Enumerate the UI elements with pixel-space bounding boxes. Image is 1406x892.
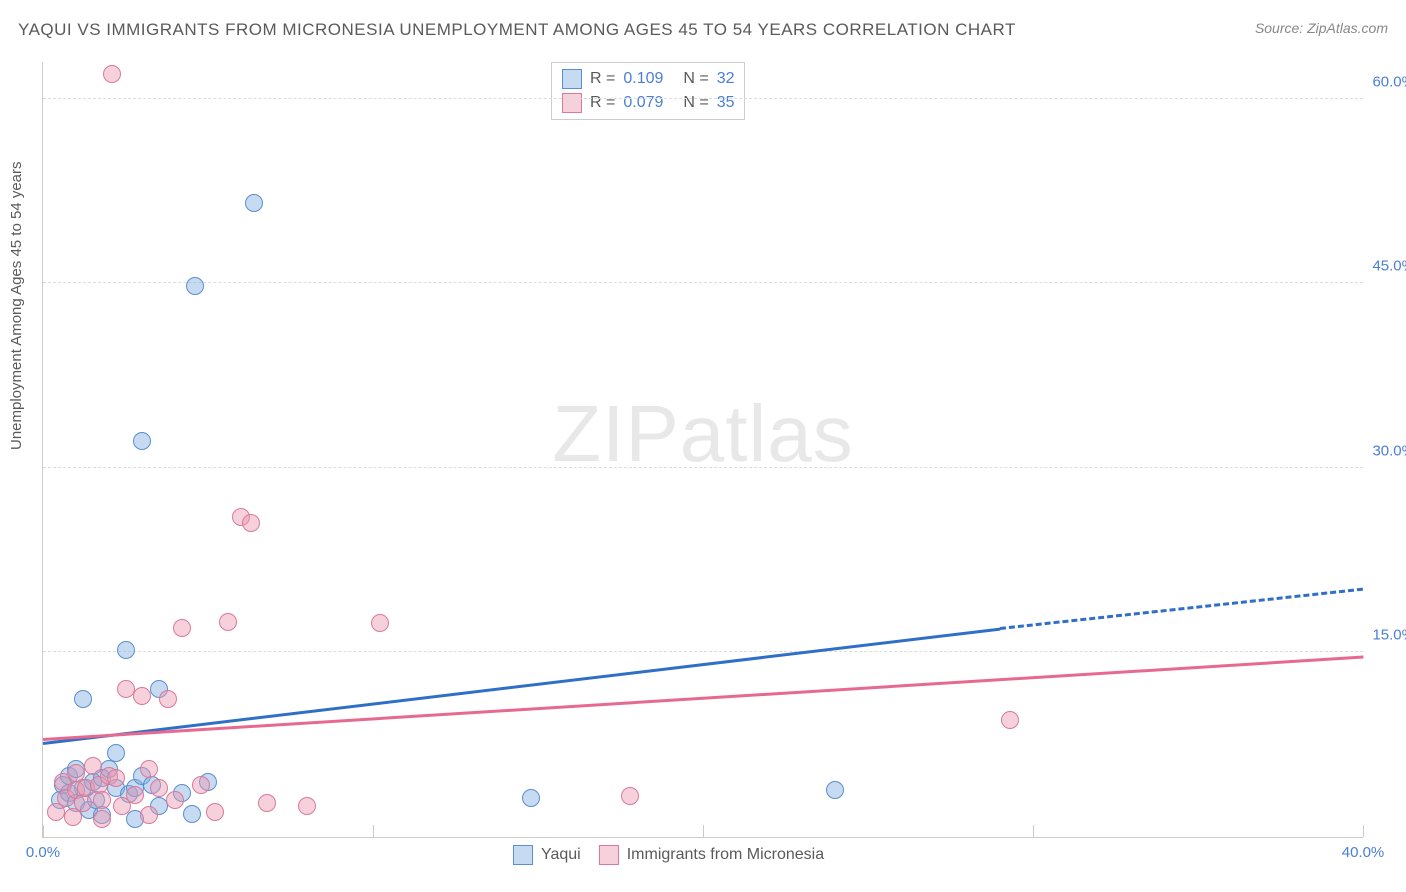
y-tick-label: 15.0% bbox=[1372, 627, 1406, 644]
data-point bbox=[126, 786, 144, 804]
source-label: Source: ZipAtlas.com bbox=[1255, 20, 1388, 36]
data-point bbox=[140, 806, 158, 824]
y-tick-label: 45.0% bbox=[1372, 258, 1406, 275]
data-point bbox=[159, 690, 177, 708]
data-point bbox=[245, 194, 263, 212]
series-legend: Yaqui Immigrants from Micronesia bbox=[513, 845, 824, 865]
chart-plot-area: ZIPatlas R =0.109N =32R =0.079N =35 Yaqu… bbox=[42, 62, 1363, 838]
x-tick bbox=[1363, 825, 1364, 837]
data-point bbox=[93, 810, 111, 828]
trend-line bbox=[43, 627, 1000, 744]
gridline bbox=[43, 282, 1363, 283]
trend-line bbox=[1000, 588, 1363, 630]
r-label: R = bbox=[590, 70, 615, 88]
chart-title: YAQUI VS IMMIGRANTS FROM MICRONESIA UNEM… bbox=[18, 20, 1016, 40]
data-point bbox=[117, 641, 135, 659]
data-point bbox=[140, 760, 158, 778]
data-point bbox=[258, 794, 276, 812]
legend-item: Yaqui bbox=[513, 845, 581, 865]
x-tick bbox=[43, 825, 44, 837]
legend-row: R = 0.079 N = 35 bbox=[562, 91, 734, 115]
legend-label: Yaqui bbox=[541, 846, 581, 864]
data-point bbox=[74, 690, 92, 708]
data-point bbox=[133, 432, 151, 450]
r-value: 0.079 bbox=[623, 94, 675, 112]
data-point bbox=[371, 614, 389, 632]
data-point bbox=[117, 680, 135, 698]
data-point bbox=[107, 769, 125, 787]
data-point bbox=[186, 277, 204, 295]
data-point bbox=[166, 791, 184, 809]
watermark-zip: ZIP bbox=[552, 389, 679, 478]
data-point bbox=[150, 779, 168, 797]
legend-swatch bbox=[513, 845, 533, 865]
y-tick-label: 30.0% bbox=[1372, 442, 1406, 459]
trend-line bbox=[43, 656, 1363, 741]
data-point bbox=[173, 619, 191, 637]
legend-swatch bbox=[599, 845, 619, 865]
n-label: N = bbox=[683, 94, 708, 112]
data-point bbox=[93, 791, 111, 809]
data-point bbox=[84, 757, 102, 775]
y-tick-label: 60.0% bbox=[1372, 73, 1406, 90]
data-point bbox=[242, 514, 260, 532]
gridline bbox=[43, 98, 1363, 99]
data-point bbox=[621, 787, 639, 805]
legend-label: Immigrants from Micronesia bbox=[627, 846, 824, 864]
data-point bbox=[1001, 711, 1019, 729]
data-point bbox=[107, 744, 125, 762]
data-point bbox=[826, 781, 844, 799]
data-point bbox=[298, 797, 316, 815]
n-value: 35 bbox=[717, 94, 735, 112]
x-tick bbox=[1033, 825, 1034, 837]
x-tick bbox=[703, 825, 704, 837]
correlation-legend: R = 0.109 N = 32 R = 0.079 N = 35 bbox=[551, 62, 745, 120]
legend-swatch bbox=[562, 69, 582, 89]
x-tick bbox=[373, 825, 374, 837]
legend-row: R = 0.109 N = 32 bbox=[562, 67, 734, 91]
data-point bbox=[133, 687, 151, 705]
r-label: R = bbox=[590, 94, 615, 112]
data-point bbox=[522, 789, 540, 807]
legend-item: Immigrants from Micronesia bbox=[599, 845, 824, 865]
data-point bbox=[192, 776, 210, 794]
y-axis-label: Unemployment Among Ages 45 to 54 years bbox=[8, 161, 25, 450]
n-label: N = bbox=[683, 70, 708, 88]
data-point bbox=[183, 805, 201, 823]
gridline bbox=[43, 651, 1363, 652]
r-value: 0.109 bbox=[623, 70, 675, 88]
watermark-atlas: atlas bbox=[680, 389, 854, 478]
gridline bbox=[43, 467, 1363, 468]
data-point bbox=[103, 65, 121, 83]
x-tick-label: 40.0% bbox=[1342, 844, 1385, 861]
data-point bbox=[206, 803, 224, 821]
x-tick-label: 0.0% bbox=[26, 844, 60, 861]
n-value: 32 bbox=[717, 70, 735, 88]
data-point bbox=[219, 613, 237, 631]
legend-swatch bbox=[562, 93, 582, 113]
